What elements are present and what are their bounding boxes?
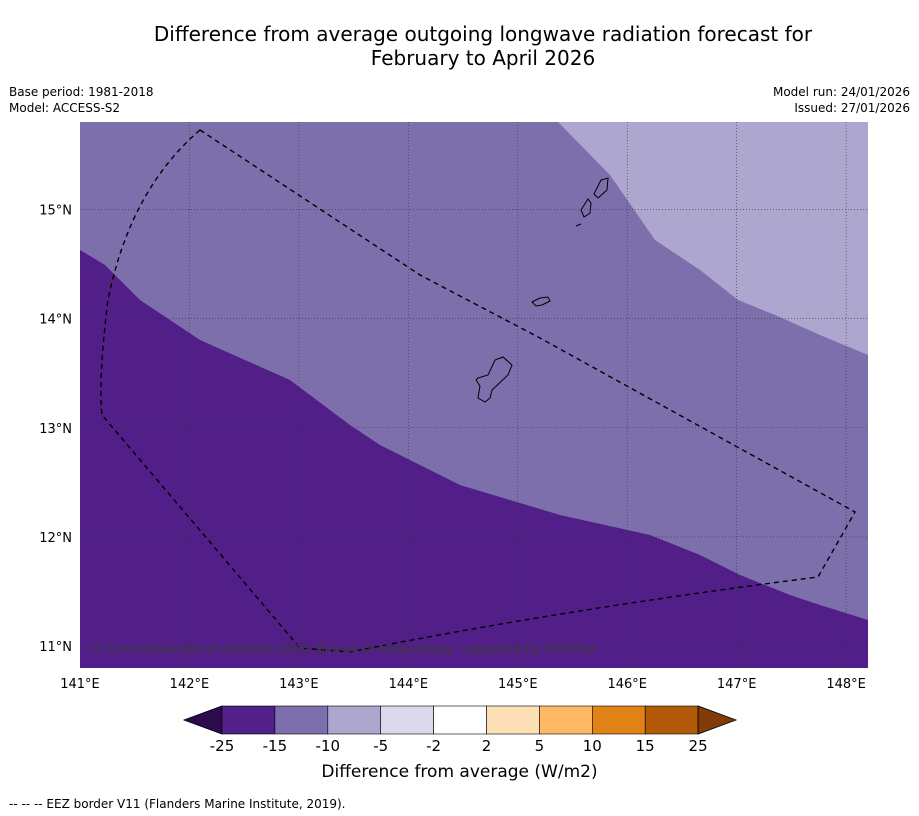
colorbar-swatch <box>591 705 646 735</box>
copyright-notice: © Commonwealth of Australia 2026, Bureau… <box>92 642 597 656</box>
title-line-1: Difference from average outgoing longwav… <box>153 22 813 46</box>
map-area: © Commonwealth of Australia 2026, Bureau… <box>80 122 868 668</box>
lat-tick-label: 14°N <box>39 313 72 328</box>
base-period: Base period: 1981-2018 <box>9 85 154 99</box>
saipan-island <box>593 177 609 199</box>
lon-tick-label: 141°E <box>60 677 100 692</box>
model-run: Model run: 24/01/2026 <box>772 85 910 99</box>
colorbar-tick-label: -5 <box>373 737 388 755</box>
colorbar-tick-label: -15 <box>263 737 288 755</box>
lon-tick-label: 147°E <box>717 677 757 692</box>
lon-tick-label: 148°E <box>826 677 866 692</box>
lat-tick-label: 12°N <box>39 531 72 546</box>
colorbar-tick-label: 2 <box>482 737 492 755</box>
colorbar-tick-label: 25 <box>689 737 708 755</box>
meta-left: Base period: 1981-2018 Model: ACCESS-S2 <box>9 84 154 116</box>
lat-tick-label: 15°N <box>39 203 72 218</box>
colorbar-tick-label: 15 <box>636 737 655 755</box>
latitude-labels: 15°N 14°N 13°N 12°N 11°N <box>39 203 72 655</box>
colorbar: -25 -15 -10 -5 -2 2 5 10 15 25 <box>182 705 738 755</box>
title-line-2: February to April 2026 <box>370 46 596 70</box>
lon-tick-label: 146°E <box>607 677 647 692</box>
meta-right: Model run: 24/01/2026 Issued: 27/01/2026 <box>773 84 910 116</box>
eez-footnote: -- -- -- EEZ border V11 (Flanders Marine… <box>9 797 346 811</box>
colorbar-swatch <box>274 705 329 735</box>
colorbar-swatch <box>644 705 699 735</box>
rota-island <box>531 296 551 307</box>
anomaly-region-minus5 <box>558 122 868 355</box>
aguijan-island <box>575 223 582 227</box>
colorbar-label: Difference from average (W/m2) <box>321 762 598 782</box>
colorbar-swatch <box>433 705 487 735</box>
lon-tick-label: 143°E <box>279 677 319 692</box>
guam-island <box>475 356 513 403</box>
lat-tick-label: 11°N <box>39 640 72 655</box>
colorbar-swatch <box>221 705 276 735</box>
colorbar-swatch <box>380 705 434 735</box>
lon-tick-label: 145°E <box>498 677 538 692</box>
colorbar-tick-label: -10 <box>316 737 341 755</box>
lat-tick-label: 13°N <box>39 422 72 437</box>
colorbar-swatch <box>486 705 540 735</box>
colorbar-swatch <box>539 705 593 735</box>
colorbar-tick-label: -2 <box>426 737 441 755</box>
colorbar-extend-high <box>697 705 738 735</box>
eez-border-line <box>100 129 856 653</box>
tinian-island <box>580 198 592 218</box>
colorbar-tick-label: 5 <box>535 737 545 755</box>
issued-date: Issued: 27/01/2026 <box>794 101 910 115</box>
colorbar-tick-label: 10 <box>583 737 602 755</box>
colorbar-swatch <box>327 705 381 735</box>
anomaly-region-minus15 <box>80 250 868 668</box>
graticule <box>80 122 868 668</box>
model-name: Model: ACCESS-S2 <box>9 101 121 115</box>
lon-tick-label: 144°E <box>389 677 429 692</box>
colorbar-extend-low <box>182 705 223 735</box>
colorbar-tick-label: -25 <box>210 737 235 755</box>
map-figure: © Commonwealth of Australia 2026, Bureau… <box>39 122 868 755</box>
lon-tick-label: 142°E <box>170 677 210 692</box>
longitude-labels: 141°E 142°E 143°E 144°E 145°E 146°E 147°E 148°E <box>60 677 866 692</box>
chart-title: Difference from average outgoing longwav… <box>0 22 919 70</box>
